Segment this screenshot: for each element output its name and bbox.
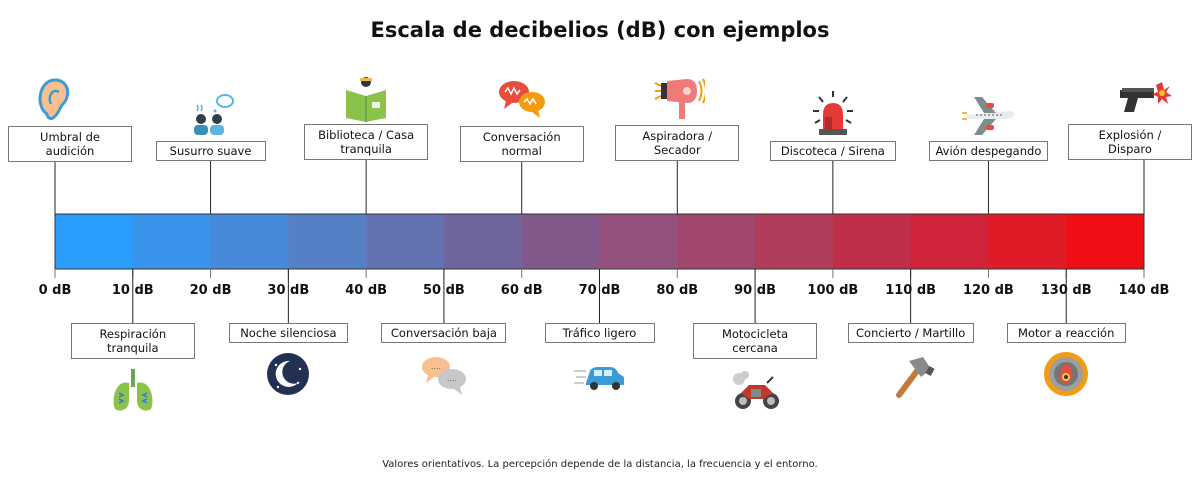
example-label-box: Motor a reacción [1006, 323, 1126, 343]
example-label-box: Conversación normal [459, 126, 584, 162]
example-label-text: Motor a reacción [1018, 326, 1114, 340]
example-label-box: Conversación baja [381, 323, 507, 343]
example-label-box: Susurro suave [155, 141, 266, 161]
example-label-text: Susurro suave [170, 144, 252, 158]
example-label-line: Respiración [99, 327, 167, 341]
tick-label: 40 dB [345, 283, 387, 298]
example-label-text: Concierto / Martillo [856, 326, 965, 340]
example-label-box: Noche silenciosa [228, 323, 348, 343]
example-label-line: Noche silenciosa [240, 326, 337, 340]
example-label-line: Conversación [482, 130, 561, 144]
example-label-line: tranquila [106, 341, 159, 355]
scale-segment [988, 214, 1067, 269]
lungs-icon [105, 365, 161, 415]
example-label-line: tranquila [340, 142, 392, 156]
footnote: Valores orientativos. La percepción depe… [382, 459, 818, 470]
example-label-line: Motocicleta [721, 327, 789, 341]
chat-bubbles-quiet-icon: ........ [416, 349, 472, 399]
example-label-line: Disparo [1108, 142, 1152, 156]
moon-night-icon [260, 349, 316, 399]
whisper-people-icon [183, 89, 239, 139]
tick-label: 80 dB [656, 283, 698, 298]
book-reading-icon [338, 72, 394, 122]
example-label-text: Conversación baja [391, 326, 497, 340]
example-label-text: Discoteca / Sirena [781, 144, 885, 158]
scale-segment [599, 214, 678, 269]
scale-segment [55, 214, 134, 269]
example-label-line: Discoteca / Sirena [780, 144, 885, 158]
tick-label: 140 dB [1119, 283, 1170, 298]
scale-segment [910, 214, 989, 269]
svg-text:....: .... [431, 362, 441, 371]
chat-bubbles-loud-icon [494, 74, 550, 124]
example-label-line: Explosión / [1098, 128, 1162, 142]
scale-segment [443, 214, 523, 269]
scale-segment [755, 214, 834, 269]
example-label-line: Motor a reacción [1018, 326, 1115, 340]
scale-segment [521, 214, 600, 269]
example-label-line: Umbral de [40, 130, 100, 144]
hammer-icon [883, 349, 939, 399]
example-label-box: Explosión / Disparo [1068, 124, 1192, 160]
scale-segment [832, 214, 912, 269]
example-label-line: cercana [732, 341, 778, 355]
example-label-box: Avión despegando [929, 141, 1048, 161]
page-title: Escala de decibelios (dB) con ejemplos [370, 18, 830, 42]
scale-segment [288, 214, 367, 269]
tick-label: 0 dB [39, 283, 72, 298]
example-label-line: Conversación baja [390, 326, 497, 340]
jet-engine-icon [1038, 349, 1094, 399]
example-label-text: Aspiradora / Secador [642, 129, 712, 157]
example-label-text: Biblioteca / Casa tranquila [318, 128, 414, 156]
example-label-line: audición [45, 144, 95, 158]
example-label-text: Avión despegando [935, 144, 1041, 158]
example-label-box: Tráfico ligero [544, 323, 655, 343]
example-label-box: Aspiradora / Secador [615, 125, 740, 161]
example-label-line: Secador [653, 143, 701, 157]
tick-label: 100 dB [807, 283, 858, 298]
scale-segment [366, 214, 445, 269]
example-label-box: Biblioteca / Casa tranquila [304, 124, 429, 160]
scale-segment [677, 214, 756, 269]
scale-segment [1066, 214, 1145, 269]
example-label-text: Explosión / Disparo [1099, 128, 1162, 156]
example-label-box: Respiración tranquila [70, 323, 195, 359]
tick-label: 120 dB [963, 283, 1014, 298]
svg-text:....: .... [447, 374, 457, 383]
example-label-line: Tráfico ligero [562, 326, 637, 340]
hair-dryer-icon [649, 73, 708, 123]
gun-explosion-icon [1116, 72, 1172, 122]
scale-segment [132, 214, 212, 269]
example-label-line: Avión despegando [935, 144, 1042, 158]
tick-label: 60 dB [501, 283, 543, 298]
car-icon [572, 349, 628, 399]
motorcycle-icon [727, 365, 783, 415]
example-label-text: Umbral de audición [40, 130, 100, 158]
example-label-line: Aspiradora / [642, 129, 713, 143]
example-label-text: Tráfico ligero [563, 326, 637, 340]
example-label-box: Concierto / Martillo [847, 323, 974, 343]
example-label-text: Motocicleta cercana [722, 327, 788, 355]
example-label-text: Noche silenciosa [240, 326, 336, 340]
example-label-text: Conversación normal [483, 130, 561, 158]
example-label-line: Susurro suave [169, 144, 252, 158]
siren-icon [805, 89, 861, 139]
example-label-box: Discoteca / Sirena [769, 141, 896, 161]
example-label-line: Biblioteca / Casa [318, 128, 415, 142]
example-label-line: Concierto / Martillo [856, 326, 966, 340]
scale-segment [210, 214, 289, 269]
example-label-line: normal [501, 144, 542, 158]
airplane-icon [960, 89, 1016, 139]
example-label-box: Umbral de audición [8, 126, 132, 162]
tick-label: 20 dB [190, 283, 232, 298]
ear-icon [27, 74, 83, 124]
example-label-box: Motocicleta cercana [693, 323, 818, 359]
example-label-text: Respiración tranquila [99, 327, 166, 355]
